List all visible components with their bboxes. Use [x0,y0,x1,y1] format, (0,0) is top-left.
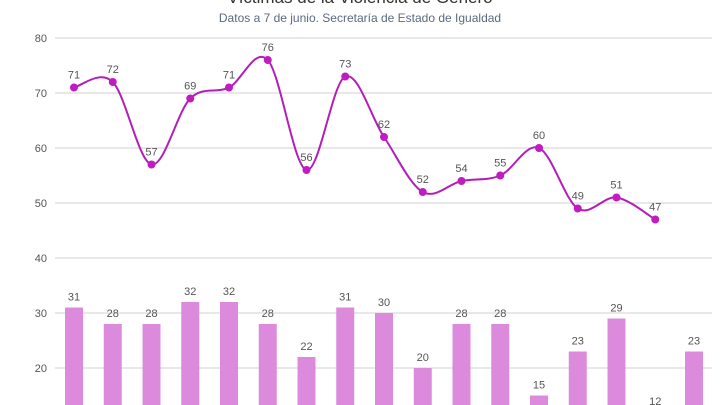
bar [258,324,277,405]
line-point [573,204,582,213]
line-point [496,171,505,180]
line-data-label: 69 [184,81,196,93]
bar-data-label: 12 [649,396,661,405]
y-tick-label: 40 [35,253,47,265]
bar [142,324,161,405]
bar [568,351,587,405]
bar [336,307,355,405]
line-data-label: 47 [649,202,661,214]
bar [375,313,393,405]
bar-data-label: 32 [184,286,196,298]
line-point [418,188,427,196]
line-point [70,83,78,92]
bar [103,324,122,405]
line-point [108,78,117,86]
bar-data-label: 28 [262,308,274,320]
line-data-label: 73 [339,59,351,71]
line-point [302,166,311,174]
line-data-label: 62 [378,119,390,131]
line-data-label: 71 [68,70,80,82]
line-point [612,193,621,202]
line-data-label: 56 [300,152,312,164]
bar-data-label: 23 [572,336,584,348]
bar [452,324,471,405]
bar [65,307,83,405]
bar [530,395,548,405]
bar-data-label: 32 [223,286,235,298]
bar-data-label: 15 [533,380,545,392]
bar [607,318,626,405]
bar [685,351,703,405]
chart-title: Víctimas de la Violencia de Género [0,0,720,8]
line-point [225,83,233,92]
bar-data-label: 28 [145,308,157,320]
line-data-label: 60 [533,130,545,142]
bar-data-label: 28 [107,308,119,320]
bar-data-label: 23 [688,336,700,348]
bar-data-label: 29 [610,303,622,315]
line-point [651,215,660,224]
bar-data-label: 28 [494,308,506,320]
bar [491,324,510,405]
line-data-label: 72 [107,64,119,76]
line-data-label: 51 [610,180,622,192]
chart-subtitle: Datos a 7 de junio. Secretaría de Estado… [218,11,502,25]
y-tick-label: 80 [35,33,47,45]
y-tick-label: 50 [35,198,47,210]
line-point [263,56,272,64]
bar [413,368,432,405]
line-data-label: 76 [262,42,274,54]
bar-data-label: 30 [378,297,390,309]
line-point [341,72,350,81]
line-data-label: 71 [223,70,235,82]
y-tick-label: 20 [35,363,47,375]
y-tick-label: 30 [35,308,47,320]
series-line [73,56,656,221]
bar [297,357,316,405]
line-point [535,144,543,152]
bar-data-label: 28 [455,308,467,320]
line-point [186,94,195,103]
bar-data-label: 31 [339,292,351,304]
line-data-label: 55 [494,158,506,170]
bar [181,302,200,405]
bar-data-label: 31 [68,292,80,304]
y-tick-label: 60 [35,143,47,155]
line-data-label: 49 [572,191,584,203]
line-point [380,133,388,141]
line-data-label: 57 [145,147,157,159]
line-point [147,160,156,169]
line-data-label: 52 [417,174,429,186]
bar [220,302,238,405]
bar-data-label: 22 [300,341,312,353]
line-point [457,177,466,185]
bar-data-label: 20 [417,352,429,364]
line-data-label: 54 [455,163,467,175]
y-tick-label: 70 [35,88,47,100]
